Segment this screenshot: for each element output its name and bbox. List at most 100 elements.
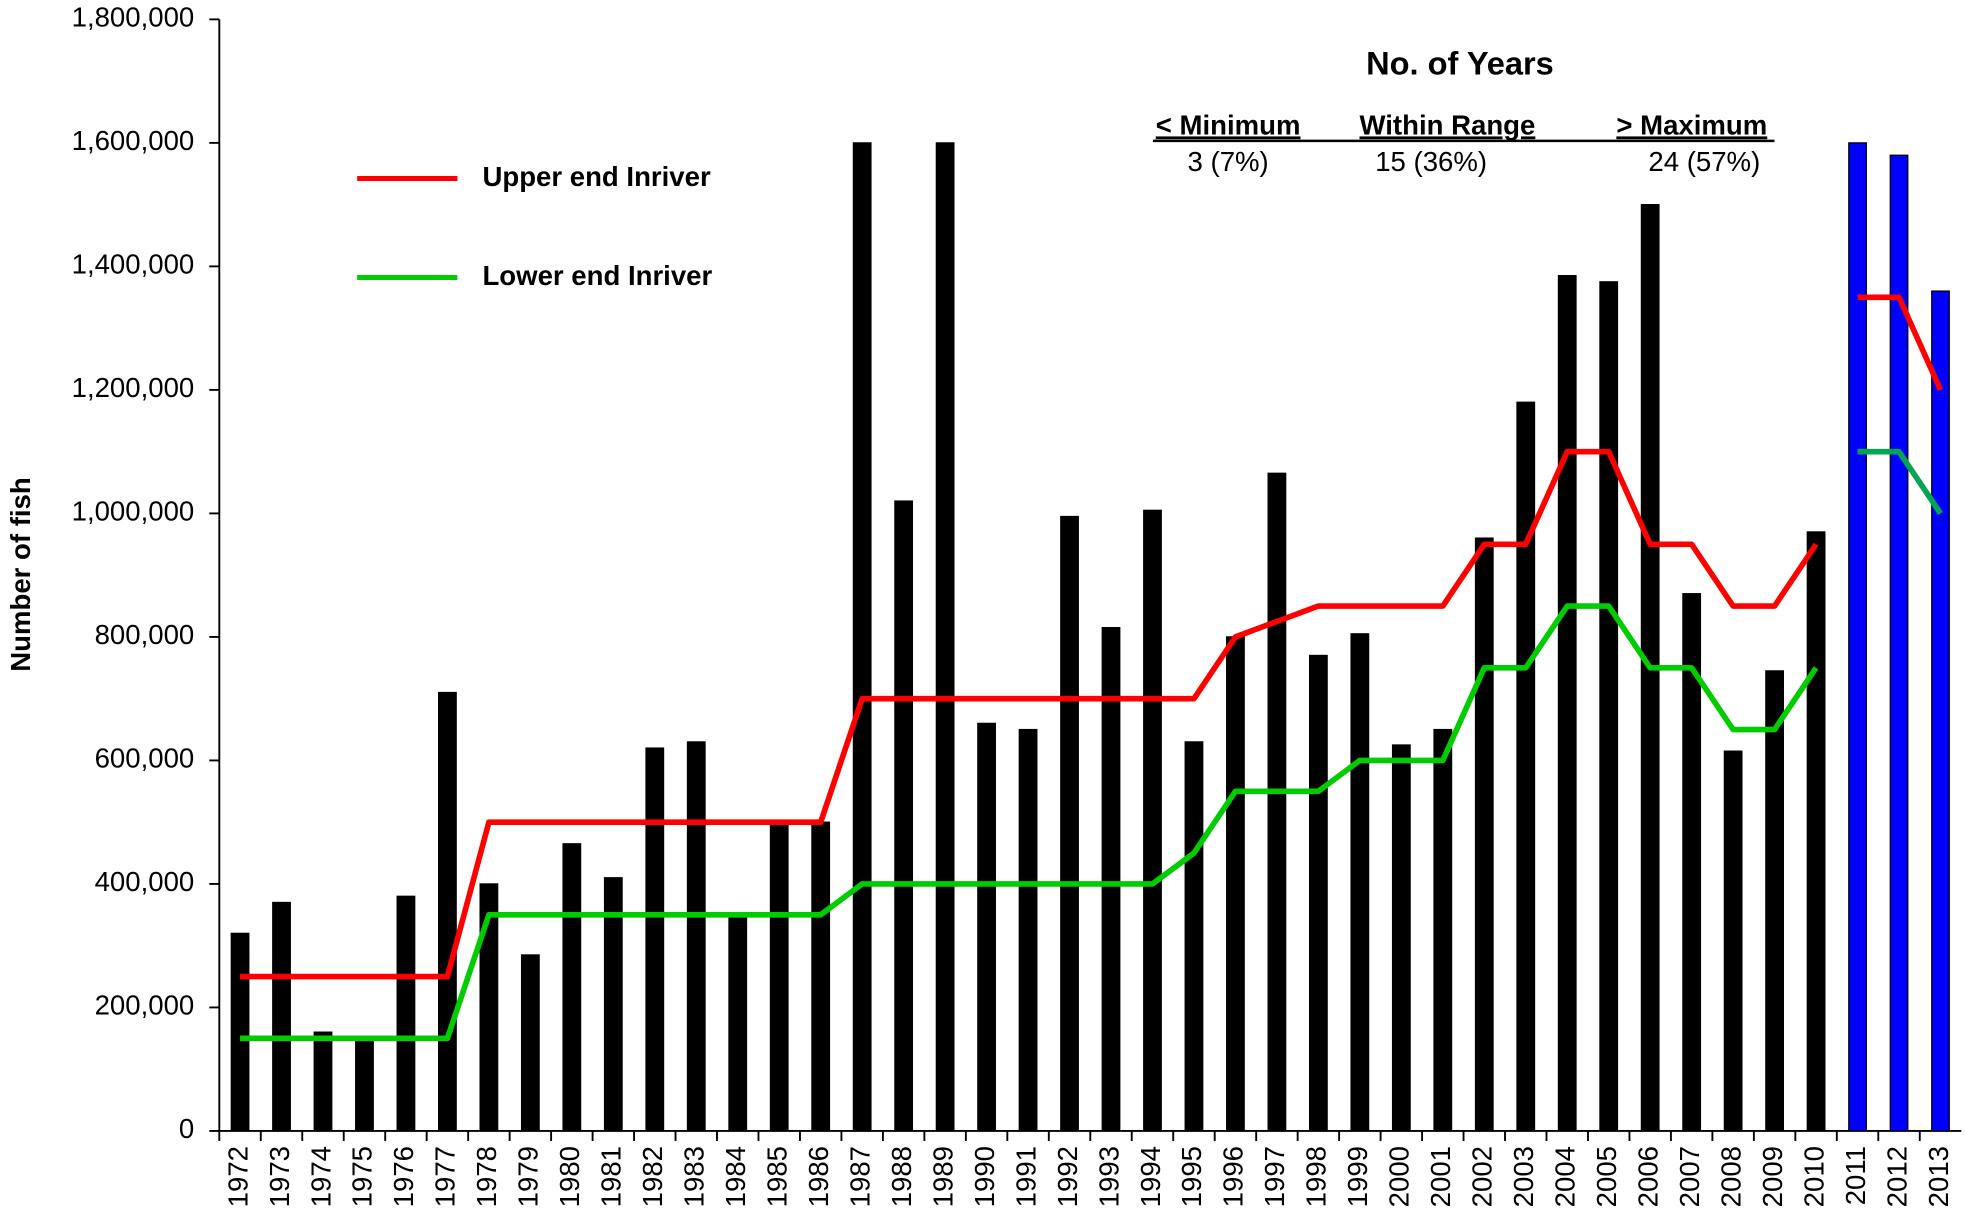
x-tick-label: 1983 xyxy=(679,1146,710,1207)
y-tick-label: 800,000 xyxy=(95,619,195,650)
bar xyxy=(1018,728,1038,1132)
bar xyxy=(977,722,996,1132)
bar xyxy=(479,883,499,1132)
bar xyxy=(645,747,665,1132)
x-tick-label: 2010 xyxy=(1798,1146,1829,1207)
bar xyxy=(1806,531,1826,1132)
bar xyxy=(1101,627,1121,1132)
x-tick-label: 1991 xyxy=(1010,1146,1041,1207)
bar xyxy=(603,877,623,1132)
bar xyxy=(1184,741,1204,1132)
legend-label: Upper end Inriver xyxy=(482,161,710,192)
x-tick-label: 2006 xyxy=(1632,1146,1663,1207)
x-tick-label: 2000 xyxy=(1384,1146,1415,1207)
y-axis-label: Number of fish xyxy=(5,477,36,671)
x-tick-label: 1976 xyxy=(388,1146,419,1207)
summary-header: Within Range xyxy=(1360,109,1536,140)
x-tick-label: 1993 xyxy=(1093,1146,1124,1207)
x-tick-label: 1985 xyxy=(761,1146,792,1207)
bar xyxy=(1889,154,1909,1132)
bar xyxy=(1516,401,1536,1132)
bar xyxy=(438,691,457,1132)
x-tick-label: 1987 xyxy=(844,1146,875,1207)
bar xyxy=(1226,636,1245,1132)
y-tick-label: 1,200,000 xyxy=(72,372,195,403)
bar xyxy=(852,142,872,1132)
bar xyxy=(686,741,706,1132)
x-tick-label: 1973 xyxy=(264,1146,295,1207)
x-tick-label: 1982 xyxy=(637,1146,668,1207)
x-tick-label: 2011 xyxy=(1840,1146,1871,1205)
bar xyxy=(1599,281,1619,1132)
series-line xyxy=(1857,448,1943,515)
bar xyxy=(1267,472,1287,1132)
x-tick-label: 2002 xyxy=(1467,1146,1498,1207)
x-tick-label: 1978 xyxy=(471,1146,502,1207)
y-tick-label: 400,000 xyxy=(95,866,195,897)
series-line xyxy=(1857,294,1944,392)
summary-value: 24 (57%) xyxy=(1648,146,1760,177)
summary-value: 15 (36%) xyxy=(1375,146,1487,177)
bar xyxy=(520,954,540,1132)
bar xyxy=(230,932,250,1132)
x-tick-label: 1992 xyxy=(1052,1146,1083,1207)
x-tick-label: 1977 xyxy=(430,1146,461,1207)
x-tick-label: 1986 xyxy=(803,1146,834,1207)
x-tick-label: 1989 xyxy=(927,1146,958,1207)
summary-value: 3 (7%) xyxy=(1188,146,1269,177)
legend-label: Lower end Inriver xyxy=(482,260,712,291)
bar xyxy=(1723,750,1743,1132)
bar xyxy=(562,843,582,1132)
x-tick-label: 1999 xyxy=(1342,1146,1373,1207)
x-tick-label: 2013 xyxy=(1923,1146,1954,1207)
x-tick-label: 1994 xyxy=(1135,1146,1166,1207)
x-tick-label: 1975 xyxy=(347,1146,378,1207)
bar xyxy=(1060,515,1079,1132)
x-tick-label: 2003 xyxy=(1508,1146,1539,1207)
bar xyxy=(1765,670,1785,1132)
y-tick-label: 1,600,000 xyxy=(72,125,195,156)
summary-title: No. of Years xyxy=(1366,45,1554,81)
bar xyxy=(1848,142,1867,1132)
x-tick-label: 2007 xyxy=(1674,1146,1705,1207)
summary-header: < Minimum xyxy=(1156,109,1301,140)
x-tick-label: 1998 xyxy=(1301,1146,1332,1207)
bar xyxy=(355,1040,374,1132)
bar xyxy=(894,500,914,1132)
series-line xyxy=(240,603,1819,1042)
x-tick-label: 2012 xyxy=(1881,1146,1912,1207)
y-tick-label: 200,000 xyxy=(95,990,195,1021)
bar xyxy=(769,821,789,1132)
x-tick-label: 2005 xyxy=(1591,1146,1622,1207)
x-tick-label: 2009 xyxy=(1757,1146,1788,1207)
y-tick-label: 1,400,000 xyxy=(72,249,195,280)
x-tick-label: 1981 xyxy=(596,1146,627,1207)
bar xyxy=(1350,633,1370,1132)
y-tick-label: 600,000 xyxy=(95,743,195,774)
bar xyxy=(1474,537,1494,1132)
x-tick-label: 2008 xyxy=(1715,1146,1746,1207)
summary-header: > Maximum xyxy=(1616,109,1767,140)
y-tick-label: 0 xyxy=(179,1113,194,1144)
bar xyxy=(1433,728,1453,1132)
bar xyxy=(811,821,831,1132)
x-tick-label: 1984 xyxy=(720,1146,751,1207)
bar xyxy=(1931,290,1950,1132)
bar xyxy=(1391,744,1411,1132)
x-tick-label: 1972 xyxy=(222,1146,253,1207)
bar xyxy=(728,917,748,1132)
y-tick-label: 1,000,000 xyxy=(72,496,195,527)
x-tick-label: 1996 xyxy=(1218,1146,1249,1207)
x-tick-label: 1988 xyxy=(886,1146,917,1207)
x-tick-label: 2001 xyxy=(1425,1146,1456,1207)
bar xyxy=(1682,593,1702,1132)
series-line xyxy=(240,448,1819,980)
bar xyxy=(272,901,291,1132)
y-tick-label: 1,800,000 xyxy=(72,2,195,33)
x-tick-label: 1995 xyxy=(1176,1146,1207,1207)
bar xyxy=(1557,275,1577,1132)
x-tick-label: 1980 xyxy=(554,1146,585,1207)
bar xyxy=(1143,509,1162,1132)
bar xyxy=(313,1031,333,1132)
